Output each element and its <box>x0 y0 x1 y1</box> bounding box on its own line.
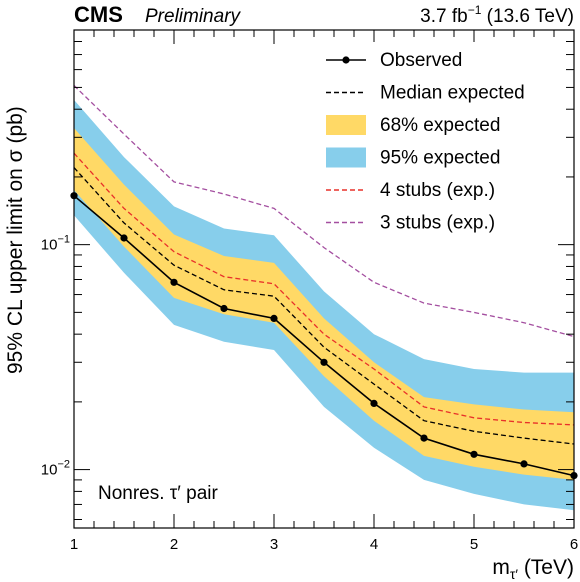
x-axis-title: mτ′ (TeV) <box>492 556 574 582</box>
marker-observed <box>270 314 278 322</box>
marker-observed <box>470 450 478 458</box>
observed-markers <box>70 192 578 480</box>
marker-observed <box>420 434 428 442</box>
legend-label: 68% expected <box>380 115 500 136</box>
legend-background <box>318 42 566 242</box>
legend-item-observed: Observed <box>326 50 462 71</box>
lumi-exponent: −1 <box>468 3 482 17</box>
y-tick-base: 10 <box>41 237 58 254</box>
x-tick-label: 2 <box>170 536 178 553</box>
y-tick-label: 10−2 <box>41 459 70 479</box>
cms-label: CMS <box>74 2 123 27</box>
lumi-label: 3.7 fb−1 (13.6 TeV) <box>420 3 574 27</box>
y-tick-label: 10−1 <box>41 234 70 254</box>
band-68-expected <box>74 128 574 480</box>
x-axis-title-sub: τ′ <box>510 566 519 582</box>
y-axis-title: 95% CL upper limit on σ (pb) <box>4 106 27 374</box>
legend-swatch <box>326 115 366 135</box>
marker-observed <box>120 234 128 242</box>
x-tick-label: 5 <box>470 536 478 553</box>
marker-observed <box>320 358 328 366</box>
legend: Observed Median expected 68% expected 95% e… <box>318 42 566 242</box>
lumi-energy: (13.6 TeV) <box>481 6 574 27</box>
legend-label: Median expected <box>380 83 525 104</box>
y-tick-exponent: −1 <box>57 234 70 246</box>
legend-label: 3 stubs (exp.) <box>380 213 495 234</box>
x-tick-label: 1 <box>70 536 78 553</box>
y-tick-base: 10 <box>41 462 58 479</box>
x-tick-label: 6 <box>570 536 578 553</box>
marker-observed <box>170 278 178 286</box>
legend-item-3-stubs-exp: 3 stubs (exp.) <box>326 213 495 234</box>
line-3-stubs-exp <box>73 85 575 338</box>
lumi-value: 3.7 fb <box>420 6 468 27</box>
legend-label: Observed <box>380 50 462 71</box>
y-tick-exponent: −2 <box>57 459 70 471</box>
legend-label: 4 stubs (exp.) <box>380 180 495 201</box>
x-axis-title-unit: (TeV) <box>518 556 574 579</box>
preliminary-label: Preliminary <box>145 6 242 27</box>
axis-ticks: 1 2 3 4 5 610−110−2 <box>41 29 578 553</box>
legend-item-4-stubs-exp: 4 stubs (exp.) <box>326 180 495 201</box>
legend-swatch <box>326 147 366 168</box>
legend-marker <box>342 56 350 64</box>
x-tick-label: 4 <box>370 536 378 553</box>
legend-item-68-expected: 68% expected <box>326 115 500 136</box>
legend-item-median-expected: Median expected <box>326 83 525 104</box>
marker-observed <box>370 399 378 407</box>
expected-bands <box>74 99 574 511</box>
x-tick-label: 3 <box>270 536 278 553</box>
marker-observed <box>220 304 228 313</box>
x-axis-title-main: m <box>492 556 510 579</box>
legend-item-95-expected: 95% expected <box>326 147 500 169</box>
analysis-annotation: Nonres. τ′ pair <box>98 483 219 504</box>
legend-label: 95% expected <box>380 148 500 169</box>
marker-observed <box>520 460 528 468</box>
